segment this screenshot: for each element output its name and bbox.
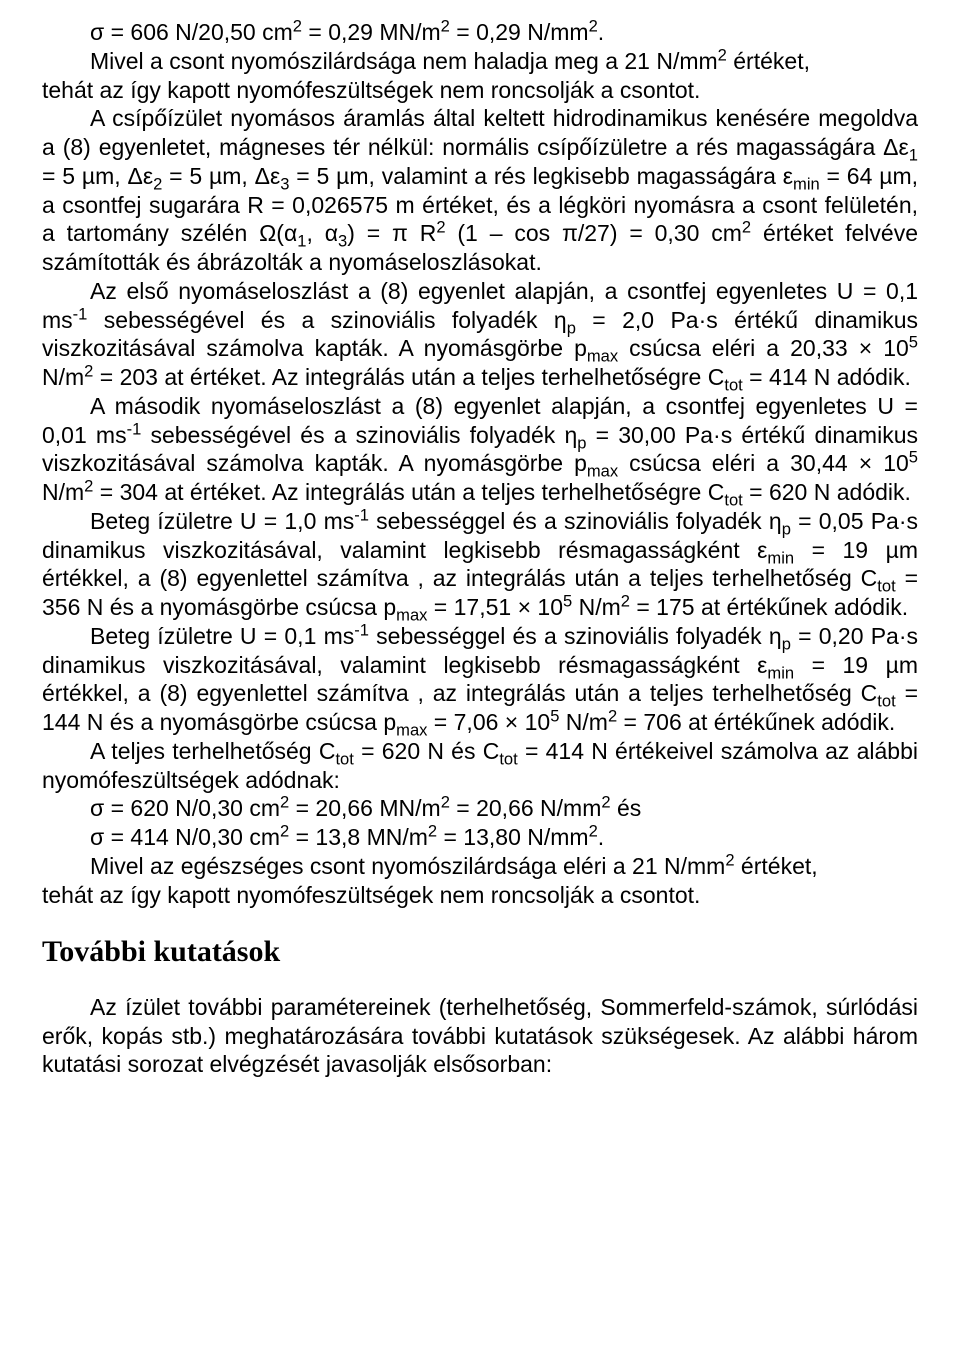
document-page: σ = 606 N/20,50 cm2 = 0,29 MN/m2 = 0,29 … — [0, 0, 960, 1109]
paragraph: A teljes terhelhetőség Ctot = 620 N és C… — [42, 737, 918, 795]
paragraph: Az első nyomáseloszlást a (8) egyenlet a… — [42, 277, 918, 392]
text-line: Az ízület további paramétereinek (terhel… — [42, 994, 918, 1078]
text-line: Mivel a csont nyomószilárdsága nem halad… — [90, 48, 810, 74]
text-line: σ = 414 N/0,30 cm2 = 13,8 MN/m2 = 13,80 … — [90, 824, 604, 850]
paragraph: σ = 606 N/20,50 cm2 = 0,29 MN/m2 = 0,29 … — [42, 18, 918, 47]
paragraph: A második nyomáseloszlást a (8) egyenlet… — [42, 392, 918, 507]
text-line: Beteg ízületre U = 0,1 ms-1 sebességgel … — [42, 623, 918, 735]
paragraph: σ = 620 N/0,30 cm2 = 20,66 MN/m2 = 20,66… — [42, 794, 918, 823]
paragraph: Mivel az egészséges csont nyomószilárdsá… — [42, 852, 918, 881]
paragraph: A csípőízület nyomásos áramlás által kel… — [42, 104, 918, 277]
text-line: Mivel az egészséges csont nyomószilárdsá… — [90, 853, 818, 879]
paragraph: Beteg ízületre U = 1,0 ms-1 sebességgel … — [42, 507, 918, 622]
text-line: A teljes terhelhetőség Ctot = 620 N és C… — [42, 738, 918, 793]
text-line: A csípőízület nyomásos áramlás által kel… — [42, 105, 918, 275]
text-line: A második nyomáseloszlást a (8) egyenlet… — [42, 393, 918, 505]
text-line: tehát az így kapott nyomófeszültségek ne… — [42, 882, 700, 908]
paragraph: σ = 414 N/0,30 cm2 = 13,8 MN/m2 = 13,80 … — [42, 823, 918, 852]
text-line: tehát az így kapott nyomófeszültségek ne… — [42, 77, 700, 103]
paragraph: Az ízület további paramétereinek (terhel… — [42, 993, 918, 1079]
text-line: σ = 606 N/20,50 cm2 = 0,29 MN/m2 = 0,29 … — [90, 19, 604, 45]
section-heading: További kutatások — [42, 933, 918, 971]
paragraph: tehát az így kapott nyomófeszültségek ne… — [42, 881, 918, 910]
paragraph: Mivel a csont nyomószilárdsága nem halad… — [42, 47, 918, 76]
text-line: σ = 620 N/0,30 cm2 = 20,66 MN/m2 = 20,66… — [90, 795, 641, 821]
text-line: Beteg ízületre U = 1,0 ms-1 sebességgel … — [42, 508, 918, 620]
paragraph: Beteg ízületre U = 0,1 ms-1 sebességgel … — [42, 622, 918, 737]
paragraph: tehát az így kapott nyomófeszültségek ne… — [42, 76, 918, 105]
text-line: Az első nyomáseloszlást a (8) egyenlet a… — [42, 278, 918, 390]
